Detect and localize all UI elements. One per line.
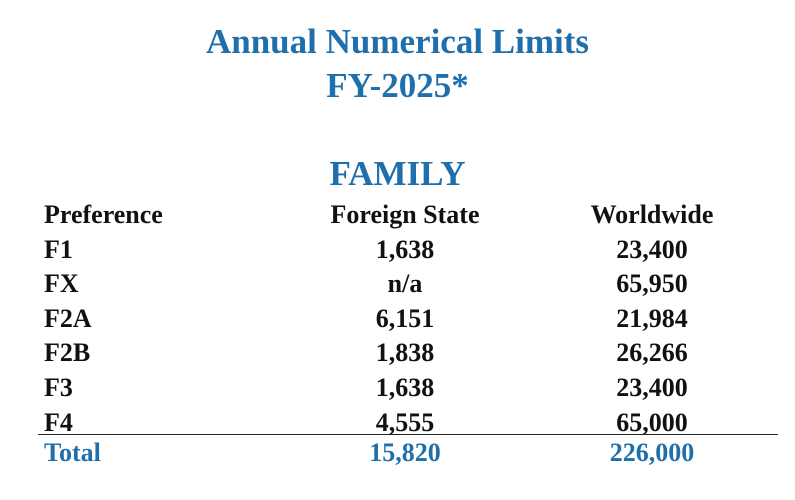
total-foreign-state: 15,820	[369, 438, 441, 467]
row-worldwide: 26,266	[616, 338, 688, 368]
row-preference: F2A	[44, 303, 92, 333]
table-row: F3 1,638 23,400	[40, 371, 780, 406]
table-row: F1 1,638 23,400	[40, 233, 780, 268]
row-worldwide: 23,400	[616, 234, 688, 264]
row-worldwide: 65,000	[616, 407, 688, 437]
total-label: Total	[44, 438, 101, 467]
row-worldwide: 23,400	[616, 372, 688, 402]
limits-table: Preference Foreign State Worldwide F1 1,…	[40, 198, 780, 440]
header-worldwide: Worldwide	[590, 200, 714, 229]
row-foreign-state: 1,638	[375, 234, 435, 264]
total-divider	[38, 434, 778, 435]
row-foreign-state: 1,638	[375, 372, 435, 402]
row-preference: F3	[44, 372, 73, 402]
title-line-2: FY-2025*	[326, 66, 469, 105]
table-row: F2B 1,838 26,266	[40, 336, 780, 371]
row-foreign-state: 6,151	[375, 303, 435, 333]
row-preference: FX	[44, 269, 79, 299]
row-preference: F4	[44, 407, 73, 437]
table-row: F4 4,555 65,000	[40, 406, 780, 441]
row-foreign-state: 4,555	[375, 407, 435, 437]
header-foreign-state: Foreign State	[330, 200, 480, 229]
title-line-1: Annual Numerical Limits	[205, 22, 590, 61]
section-heading: FAMILY	[329, 154, 466, 193]
row-worldwide: 21,984	[616, 303, 688, 333]
page-title: Annual Numerical Limits FY-2025*	[0, 20, 795, 108]
row-foreign-state: 1,838	[375, 338, 435, 368]
row-preference: F2B	[44, 338, 91, 368]
table-row: FX n/a 65,950	[40, 267, 780, 302]
table-row: F2A 6,151 21,984	[40, 302, 780, 337]
total-worldwide: 226,000	[609, 438, 695, 467]
row-worldwide: 65,950	[616, 269, 688, 299]
table-header-row: Preference Foreign State Worldwide	[40, 198, 780, 233]
row-foreign-state: n/a	[387, 269, 423, 299]
header-preference: Preference	[44, 200, 163, 229]
row-preference: F1	[44, 234, 73, 264]
table-total-row: Total 15,820 226,000	[40, 436, 780, 471]
